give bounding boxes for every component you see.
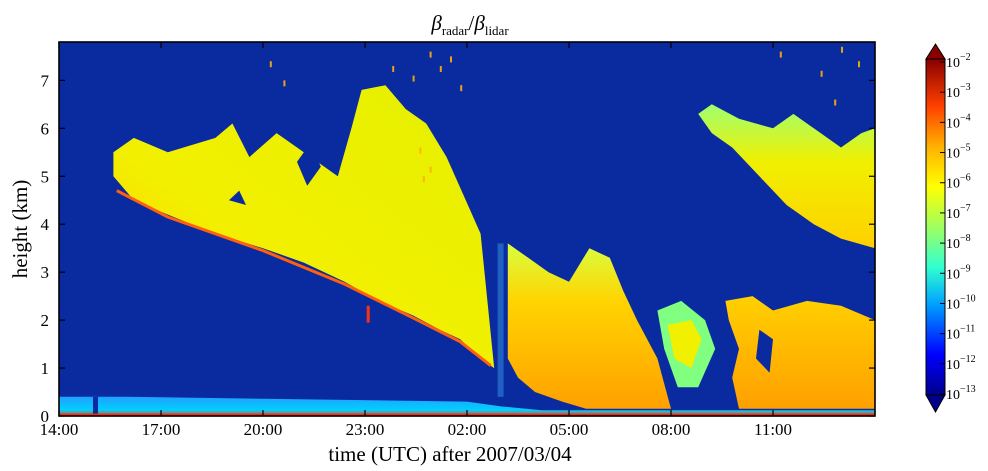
y-tick-label: 2 [41,311,50,330]
small-streak [366,305,370,323]
band1-hole [229,190,246,205]
y-tick-label: 3 [41,263,50,282]
colorbar-tick-label: 10−7 [946,203,971,222]
colorbar-tick-label: 10−3 [946,82,971,101]
y-tick-label: 5 [41,167,50,186]
colorbar-tick-label: 10−4 [946,112,971,131]
colorbar-extend-top [925,43,946,60]
noise-speckle [841,46,843,53]
colorbar-tick-label: 10−8 [946,233,971,252]
x-tick-label: 17:00 [142,420,181,439]
x-tick-label: 11:00 [754,420,792,439]
x-axis-label: time (UTC) after 2007/03/04 [328,442,572,466]
y-tick-label: 0 [41,407,50,426]
noise-speckle [820,70,823,77]
noise-speckle [283,80,286,87]
band1-hole [297,142,321,186]
y-tick-label: 6 [41,119,50,138]
x-tick-label: 08:00 [652,420,691,439]
x-tick-label: 20:00 [244,420,283,439]
colorbar-body [925,58,946,396]
colorbar-tick-label: 10−2 [946,52,971,71]
x-tick-label: 23:00 [346,420,385,439]
colorbar-tick-label: 10−13 [946,384,976,403]
chart-title: βradar/βlidar [430,11,509,38]
lower-cloud-hole [756,329,773,373]
surface-gap [93,396,98,416]
noise-speckle [392,65,395,72]
cirrus-band-2 [698,104,875,249]
x-tick-label: 05:00 [550,420,589,439]
colorbar-extend-bottom [925,394,946,414]
x-axis: 14:00 17:00 20:00 23:00 02:00 05:00 08:00 11:00 [40,42,792,439]
colorbar-ticks: 10−2 10−3 10−4 10−5 10−6 10−7 10−8 10−9 10−10 10−… [940,52,976,403]
y-tick-label: 4 [41,215,50,234]
noise-speckle [450,56,452,63]
colorbar-tick-label: 10−6 [946,173,971,192]
noise-speckle [422,176,425,183]
plot-area [58,41,876,417]
heatmap-layer [59,46,875,417]
small-cloud-core [667,320,702,369]
colorbar: 10−2 10−3 10−4 10−5 10−6 10−7 10−8 10−9 10−10 10−… [925,43,976,414]
vertical-gap [497,243,504,397]
noise-speckle [412,75,415,82]
colorbar-tick-label: 10−5 [946,143,971,162]
x-tick-label: 02:00 [448,420,487,439]
y-axis-label: height (km) [8,180,32,279]
noise-speckle [779,51,782,58]
colorbar-tick-label: 10−12 [946,354,976,373]
precip-fallstreaks [507,243,671,409]
noise-speckle [460,85,463,92]
noise-speckle [429,166,432,173]
lower-cloud [725,296,875,409]
colorbar-tick-label: 10−9 [946,263,971,282]
band1-base-edge [116,189,492,367]
colorbar-tick-label: 10−11 [946,324,975,343]
noise-speckle [858,61,860,68]
noise-speckle [429,51,432,58]
noise-speckle [269,61,272,68]
noise-speckle [834,99,837,106]
y-tick-label: 1 [41,359,50,378]
y-tick-label: 7 [41,71,50,90]
colorbar-tick-label: 10−10 [946,293,976,312]
cirrus-band-1 [113,85,495,369]
noise-speckle [439,65,442,72]
noise-speckle [419,147,422,154]
y-axis: 0 1 2 3 4 5 6 7 [41,71,875,426]
x-tick-label: 14:00 [40,420,79,439]
